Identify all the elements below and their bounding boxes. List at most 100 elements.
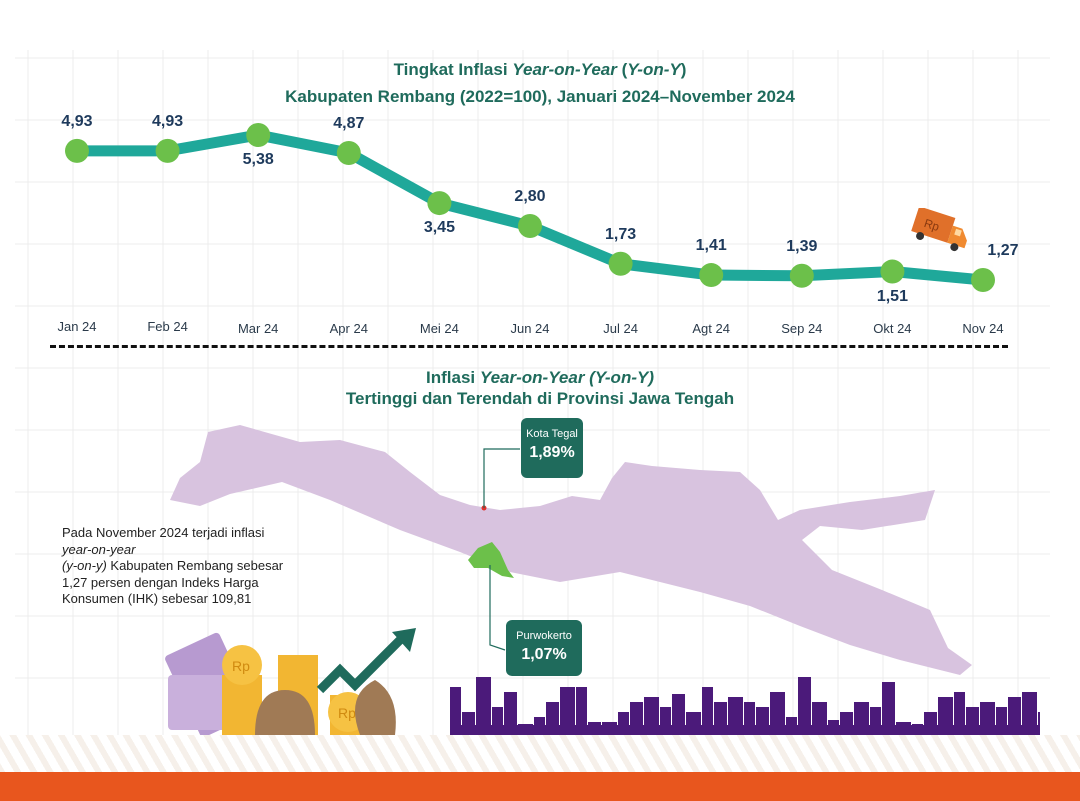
building: [546, 702, 559, 732]
data-point: [427, 191, 452, 216]
data-point: [246, 123, 271, 147]
chart-subtitle: Kabupaten Rembang (2022=100), Januari 20…: [285, 87, 795, 106]
data-point: [971, 268, 995, 292]
building: [618, 712, 629, 732]
building: [660, 707, 671, 732]
svg-text:Rp: Rp: [338, 705, 356, 721]
building: [714, 702, 727, 732]
summary-italic: (y-on-y): [62, 558, 107, 573]
data-label: 1,27: [987, 242, 1019, 259]
line-chart: [65, 123, 995, 292]
building: [1038, 712, 1040, 732]
lowest-callout: Purwokerto 1,07%: [506, 620, 582, 676]
purwokerto-region: [468, 542, 514, 578]
svg-text:Rp: Rp: [232, 658, 250, 674]
building: [630, 702, 643, 732]
building: [744, 702, 755, 732]
city-skyline: [450, 677, 1040, 735]
section-divider: [50, 345, 1008, 348]
highest-callout: Kota Tegal 1,89%: [521, 418, 583, 478]
map-subtitle: Tertinggi dan Terendah di Provinsi Jawa …: [345, 389, 735, 408]
x-tick-label: Jan 24: [57, 319, 97, 334]
map-title: Inflasi Year-on-Year (Y-on-Y): [0, 368, 1080, 388]
lowest-region-name: Purwokerto: [516, 630, 572, 642]
decorative-pattern: [0, 735, 1080, 775]
money-illustration: Rp Rp: [165, 628, 416, 738]
title-italic: Year-on-Year: [512, 60, 617, 79]
building: [854, 702, 869, 732]
building: [644, 697, 659, 732]
skyline-base: [450, 725, 1040, 735]
data-label: 5,38: [242, 151, 274, 168]
data-label: 1,41: [695, 237, 727, 255]
tegal-leader-line: [483, 448, 520, 508]
lowest-region-value: 1,07%: [521, 646, 567, 663]
title-italic: Y-on-Y: [627, 60, 681, 79]
building: [870, 707, 881, 732]
data-label: 3,45: [423, 219, 455, 237]
building: [1008, 697, 1021, 732]
summary-part: Pada November 2024 terjadi inflasi: [62, 525, 265, 540]
map-title-italic: Year-on-Year (Y-on-Y): [479, 368, 654, 387]
building: [882, 682, 895, 732]
x-tick-label: Sep 24: [781, 321, 823, 336]
title-text: ): [680, 60, 687, 79]
summary-italic: year-on-year: [62, 541, 136, 557]
delivery-truck-icon: Rp: [911, 208, 967, 252]
data-label: 1,39: [786, 237, 818, 255]
building: [576, 687, 587, 732]
x-tick-label: Apr 24: [329, 321, 368, 336]
building: [702, 687, 713, 732]
data-point: [336, 140, 361, 165]
x-tick-label: Mei 24: [419, 321, 459, 336]
svg-text:Rp: Rp: [922, 216, 941, 234]
building: [728, 697, 743, 732]
data-point: [518, 214, 542, 239]
data-point: [608, 251, 633, 276]
data-label: 1,73: [605, 225, 637, 243]
building: [954, 692, 965, 732]
bottom-band: [0, 772, 1080, 801]
data-label: 4,93: [152, 112, 184, 130]
building: [492, 707, 503, 732]
x-tick-label: Feb 24: [147, 319, 188, 334]
building: [786, 717, 797, 732]
building: [770, 692, 785, 732]
building: [450, 687, 461, 732]
building: [560, 687, 575, 732]
building: [476, 677, 491, 732]
title-text: (: [616, 60, 628, 79]
purwokerto-leader-line: [489, 565, 506, 651]
x-tick-label: Jun 24: [510, 321, 550, 336]
x-tick-label: Agt 24: [692, 321, 730, 336]
chart-title: Tingkat Inflasi Year-on-Year (Y-on-Y): [0, 60, 1080, 80]
data-label: 4,93: [61, 112, 93, 130]
building: [812, 702, 827, 732]
building: [980, 702, 995, 732]
java-map: [170, 425, 972, 675]
money-bag-icon: [255, 680, 396, 735]
building: [798, 677, 811, 732]
building: [938, 697, 953, 732]
building: [672, 694, 685, 732]
highest-region-value: 1,89%: [529, 444, 575, 461]
data-point: [65, 138, 89, 163]
building: [504, 692, 517, 732]
building: [996, 707, 1007, 732]
data-point: [155, 138, 180, 163]
x-tick-label: Nov 24: [962, 321, 1004, 336]
title-text: Tingkat Inflasi: [393, 60, 513, 79]
data-point: [789, 263, 814, 288]
grid-background: [15, 50, 1050, 740]
trend-arrow-icon: [316, 636, 404, 694]
java-island-shape: [170, 425, 972, 675]
map-title-text: Inflasi: [426, 368, 480, 387]
data-point: [699, 263, 724, 288]
data-label: 2,80: [514, 188, 546, 206]
x-tick-label: Mar 24: [237, 321, 279, 336]
x-tick-label: Jul 24: [603, 321, 638, 336]
building: [534, 717, 545, 732]
data-point: [880, 259, 905, 284]
data-label: 4,87: [333, 114, 365, 132]
highest-region-name: Kota Tegal: [526, 428, 578, 440]
